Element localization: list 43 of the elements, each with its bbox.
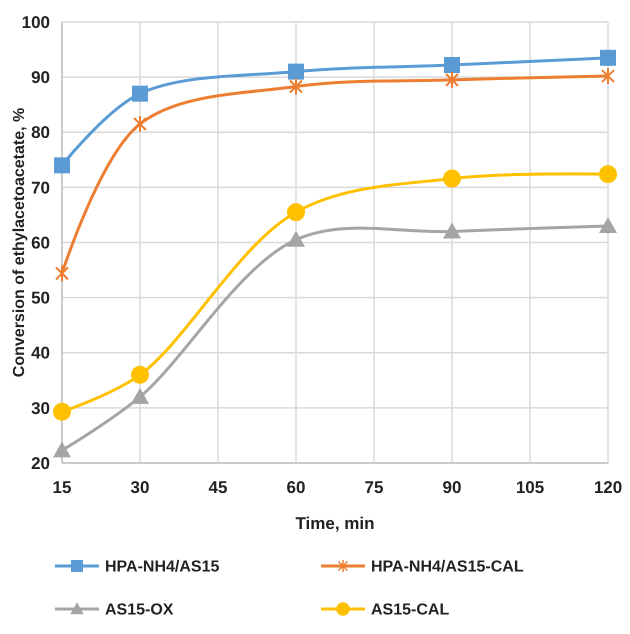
point (131, 388, 149, 404)
x-tick-label: 15 (52, 478, 72, 497)
point (443, 170, 461, 188)
point (599, 165, 617, 184)
point (53, 402, 71, 421)
x-axis-title: Time, min (295, 514, 375, 533)
legend-label: HPA-NH4/AS15 (105, 558, 220, 576)
y-tick-label: 90 (31, 68, 50, 88)
point (53, 441, 71, 458)
point (55, 264, 69, 282)
point (131, 366, 149, 384)
point (133, 114, 147, 133)
x-tick-label: 75 (364, 478, 384, 497)
legend-label: AS15-OX (105, 602, 174, 619)
y-tick-label: 30 (31, 398, 50, 418)
x-tick-label: 60 (286, 478, 306, 497)
point (287, 203, 305, 222)
y-tick-label: 100 (22, 12, 50, 32)
y-tick-label: 50 (31, 288, 50, 308)
point (287, 230, 305, 247)
point (601, 67, 615, 86)
point (288, 64, 304, 80)
point (289, 77, 303, 96)
x-tick-label: 45 (208, 478, 228, 497)
y-tick-label: 40 (31, 344, 50, 363)
legend-label: AS15-CAL (371, 602, 450, 619)
x-tick-label: 30 (130, 478, 150, 497)
y-tick-label: 70 (31, 178, 50, 198)
legend-label: HPA-NH4/AS15-CAL (371, 558, 524, 576)
x-tick-label: 105 (516, 478, 544, 497)
point (443, 222, 461, 238)
point (132, 86, 148, 102)
point (444, 57, 460, 73)
y-tick-label: 60 (31, 233, 50, 252)
x-tick-label: 120 (594, 478, 622, 497)
y-axis-title: Conversion of ethylacetoacetate, % (11, 108, 28, 378)
y-tick-label: 20 (31, 454, 50, 473)
point (445, 70, 459, 89)
x-tick-label: 90 (442, 478, 462, 497)
point (600, 50, 616, 66)
point (54, 157, 70, 174)
y-tick-label: 80 (31, 123, 50, 142)
point (599, 216, 617, 233)
